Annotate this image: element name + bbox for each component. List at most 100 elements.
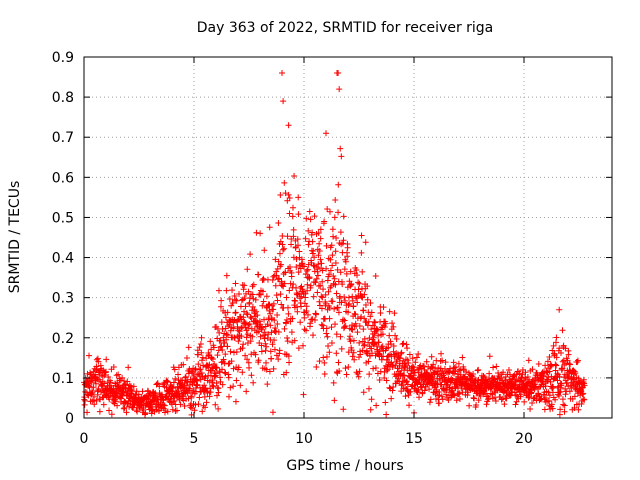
data-point xyxy=(221,360,228,367)
data-point xyxy=(571,404,578,411)
data-point xyxy=(475,397,482,404)
data-point xyxy=(82,397,89,404)
data-point xyxy=(326,349,333,356)
data-point xyxy=(558,380,565,387)
data-point xyxy=(397,355,404,362)
data-point xyxy=(561,374,568,381)
data-point xyxy=(552,367,559,374)
data-point xyxy=(361,315,368,322)
data-point xyxy=(224,309,231,316)
data-point xyxy=(284,335,291,342)
data-point xyxy=(329,226,336,233)
data-point xyxy=(397,350,404,357)
data-point xyxy=(227,384,234,391)
data-point xyxy=(303,267,310,274)
data-point xyxy=(367,313,374,320)
data-point xyxy=(542,362,549,369)
data-point xyxy=(347,268,354,275)
data-point xyxy=(243,388,250,395)
data-point xyxy=(329,252,336,259)
data-point xyxy=(301,326,308,333)
data-point xyxy=(198,334,205,341)
data-point xyxy=(189,389,196,396)
data-point xyxy=(230,365,237,372)
data-point xyxy=(139,388,146,395)
data-point xyxy=(395,375,402,382)
data-point xyxy=(217,337,224,344)
data-point xyxy=(440,370,447,377)
data-point xyxy=(289,204,296,211)
data-point xyxy=(283,369,290,376)
data-point xyxy=(242,303,249,310)
data-point xyxy=(212,401,219,408)
data-point xyxy=(529,366,536,373)
data-point xyxy=(317,226,324,233)
data-point xyxy=(264,321,271,328)
data-point xyxy=(344,253,351,260)
data-point xyxy=(273,292,280,299)
data-point xyxy=(207,389,214,396)
data-point xyxy=(342,297,349,304)
data-point xyxy=(290,226,297,233)
data-point xyxy=(522,369,529,376)
chart-title: Day 363 of 2022, SRMTID for receiver rig… xyxy=(197,20,494,36)
data-point xyxy=(213,364,220,371)
data-point xyxy=(319,294,326,301)
data-point xyxy=(257,321,264,328)
data-point xyxy=(338,299,345,306)
data-point xyxy=(457,366,464,373)
data-point xyxy=(331,275,338,282)
data-point xyxy=(202,404,209,411)
data-point xyxy=(328,242,335,249)
data-point xyxy=(556,392,563,399)
data-point xyxy=(535,390,542,397)
data-point xyxy=(553,354,560,361)
data-point xyxy=(428,353,435,360)
data-point xyxy=(305,311,312,318)
data-point xyxy=(259,324,266,331)
data-point xyxy=(250,379,257,386)
data-point xyxy=(271,317,278,324)
data-point xyxy=(443,391,450,398)
data-point xyxy=(239,369,246,376)
data-point xyxy=(342,365,349,372)
data-point xyxy=(579,391,586,398)
data-point xyxy=(306,274,313,281)
data-point xyxy=(580,390,587,397)
data-point xyxy=(115,371,122,378)
data-point xyxy=(84,409,91,416)
data-point xyxy=(246,295,253,302)
data-point xyxy=(210,344,217,351)
data-point xyxy=(296,248,303,255)
data-point xyxy=(249,291,256,298)
data-point xyxy=(356,339,363,346)
data-point xyxy=(578,400,585,407)
x-tick-label: 15 xyxy=(405,431,423,447)
data-point xyxy=(333,290,340,297)
data-point xyxy=(331,305,338,312)
data-point xyxy=(315,261,322,268)
data-point xyxy=(262,340,269,347)
data-point xyxy=(301,263,308,270)
data-point xyxy=(423,358,430,365)
data-point xyxy=(274,276,281,283)
data-point xyxy=(405,392,412,399)
y-tick-label: 0 xyxy=(65,411,74,427)
data-point xyxy=(256,291,263,298)
data-point xyxy=(389,320,396,327)
data-point xyxy=(340,213,347,220)
data-point xyxy=(257,230,264,237)
data-point xyxy=(358,232,365,239)
data-point xyxy=(541,406,548,413)
data-point xyxy=(304,266,311,273)
data-point xyxy=(248,325,255,332)
data-point xyxy=(329,298,336,305)
data-point xyxy=(266,301,273,308)
data-point xyxy=(282,269,289,276)
data-point xyxy=(551,351,558,358)
data-point xyxy=(343,371,350,378)
data-point xyxy=(291,297,298,304)
data-point xyxy=(316,240,323,247)
data-point xyxy=(281,245,288,252)
data-point xyxy=(554,370,561,377)
